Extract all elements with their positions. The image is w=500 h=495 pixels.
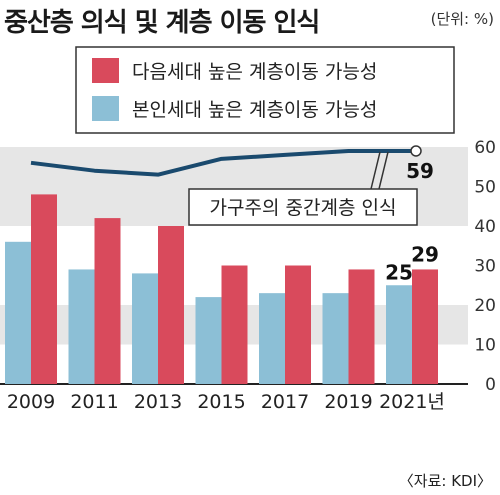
bar-self-0 [5,241,31,384]
line-end-marker [410,145,422,157]
bar-next-2 [158,226,184,384]
legend-box [75,46,455,134]
y-axis-ticks: 0 10 20 30 40 50 60 [474,138,496,395]
chart-title: 중산층 의식 및 계층 이동 인식 [4,8,320,38]
y-tick-label: 10 [474,336,496,356]
legend-label-next: 다음세대 높은 계층이동 가능성 [132,61,377,83]
x-tick-label: 2019 [324,391,372,413]
legend-swatch-next [92,58,119,83]
callout-label: 가구주의 중간계층 인식 [210,197,397,219]
y-tick-label: 0 [485,375,496,395]
bar-self-4 [259,293,285,384]
data-label-line: 59 [406,159,434,183]
bar-self-2 [132,273,158,384]
bar-next-3 [221,265,248,384]
x-axis-ticks: 2009 2011 2013 2015 2017 2019 2021년 [7,391,445,413]
line-callout: 가구주의 중간계층 인식 [188,151,418,226]
data-label-self: 25 [385,260,413,284]
x-tick-label: 2017 [261,391,309,413]
bar-next-5 [348,269,375,384]
y-tick-label: 60 [474,138,496,158]
legend-label-self: 본인세대 높은 계층이동 가능성 [132,99,377,121]
line-series [30,148,412,177]
x-tick-label: 2009 [7,391,55,413]
y-tick-label: 40 [474,217,496,237]
data-label-next: 29 [411,242,439,266]
unit-label: (단위: %) [430,10,494,28]
bar-group [5,194,438,384]
x-tick-label: 2015 [197,391,245,413]
bar-next-4 [285,265,311,384]
x-tick-label: 2013 [134,391,182,413]
y-tick-label: 50 [474,178,496,198]
source-note: 〈자료: KDI〉 [398,472,492,490]
bar-self-5 [322,293,349,384]
bar-next-1 [94,218,121,384]
bar-self-6 [386,285,412,384]
x-tick-label: 2011 [70,391,118,413]
legend-swatch-self [92,96,119,121]
bar-next-0 [31,194,57,384]
bar-self-1 [68,269,95,384]
bar-next-6 [412,269,438,384]
x-tick-label: 2021년 [379,391,445,413]
callout-leader [370,151,381,190]
callout-leader [378,151,389,190]
line-series-group [30,145,422,177]
bar-self-3 [195,297,222,384]
y-tick-label: 30 [474,257,496,277]
y-tick-label: 20 [474,296,496,316]
callout-box [188,188,418,226]
